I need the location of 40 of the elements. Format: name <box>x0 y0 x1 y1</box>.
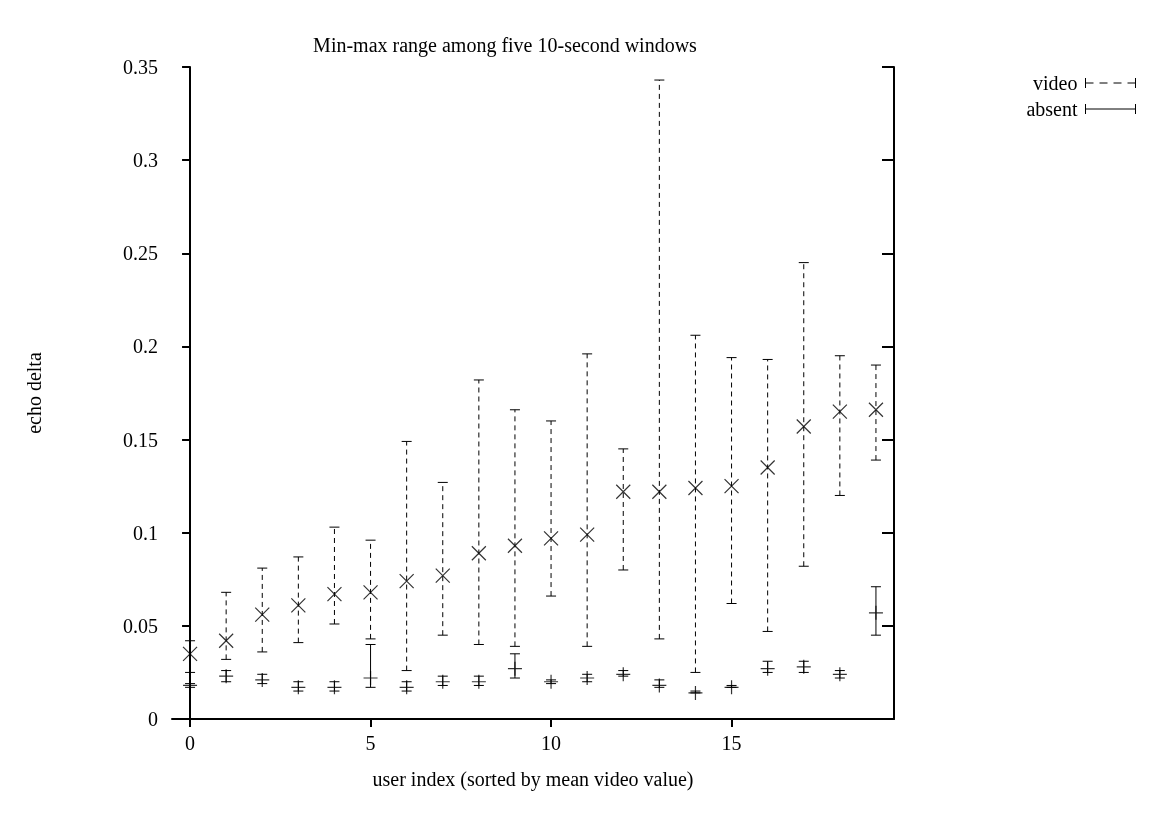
point <box>290 597 306 613</box>
point <box>218 633 234 649</box>
y-tick-label: 0.15 <box>123 428 158 451</box>
y-tick-label: 0.1 <box>133 521 158 544</box>
legend-label: absent <box>1026 98 1078 120</box>
y-tick-label: 0.3 <box>133 149 158 172</box>
point <box>579 526 595 543</box>
y-tick-label: 0.25 <box>123 242 158 265</box>
x-tick-label: 15 <box>721 732 742 754</box>
point <box>615 484 631 500</box>
point <box>687 685 704 701</box>
point <box>362 584 379 600</box>
point <box>723 478 740 494</box>
point <box>435 567 451 584</box>
point <box>760 459 776 476</box>
point <box>651 484 667 500</box>
point <box>182 646 198 662</box>
y-tick-label: 0.2 <box>133 335 158 358</box>
x-tick-label: 0 <box>185 732 196 754</box>
x-tick-label: 5 <box>365 732 376 754</box>
x-axis-title: user index (sorted by mean video value) <box>372 768 694 791</box>
point <box>399 573 415 589</box>
point <box>723 679 740 695</box>
point <box>254 607 270 623</box>
point <box>507 538 523 554</box>
point <box>543 530 559 546</box>
x-tick-label: 10 <box>541 732 562 754</box>
legend-label: video <box>1033 72 1078 94</box>
chart-title: Min-max range among five 10-second windows <box>313 34 698 57</box>
y-axis-title: echo delta <box>23 352 45 434</box>
y-tick-label: 0 <box>148 708 158 730</box>
point <box>362 670 379 686</box>
point <box>687 480 704 496</box>
point <box>326 586 343 602</box>
point <box>868 402 884 418</box>
point <box>471 545 487 561</box>
point <box>832 404 848 420</box>
point <box>796 418 812 435</box>
y-tick-label: 0.35 <box>123 56 158 78</box>
y-tick-label: 0.05 <box>123 614 158 637</box>
